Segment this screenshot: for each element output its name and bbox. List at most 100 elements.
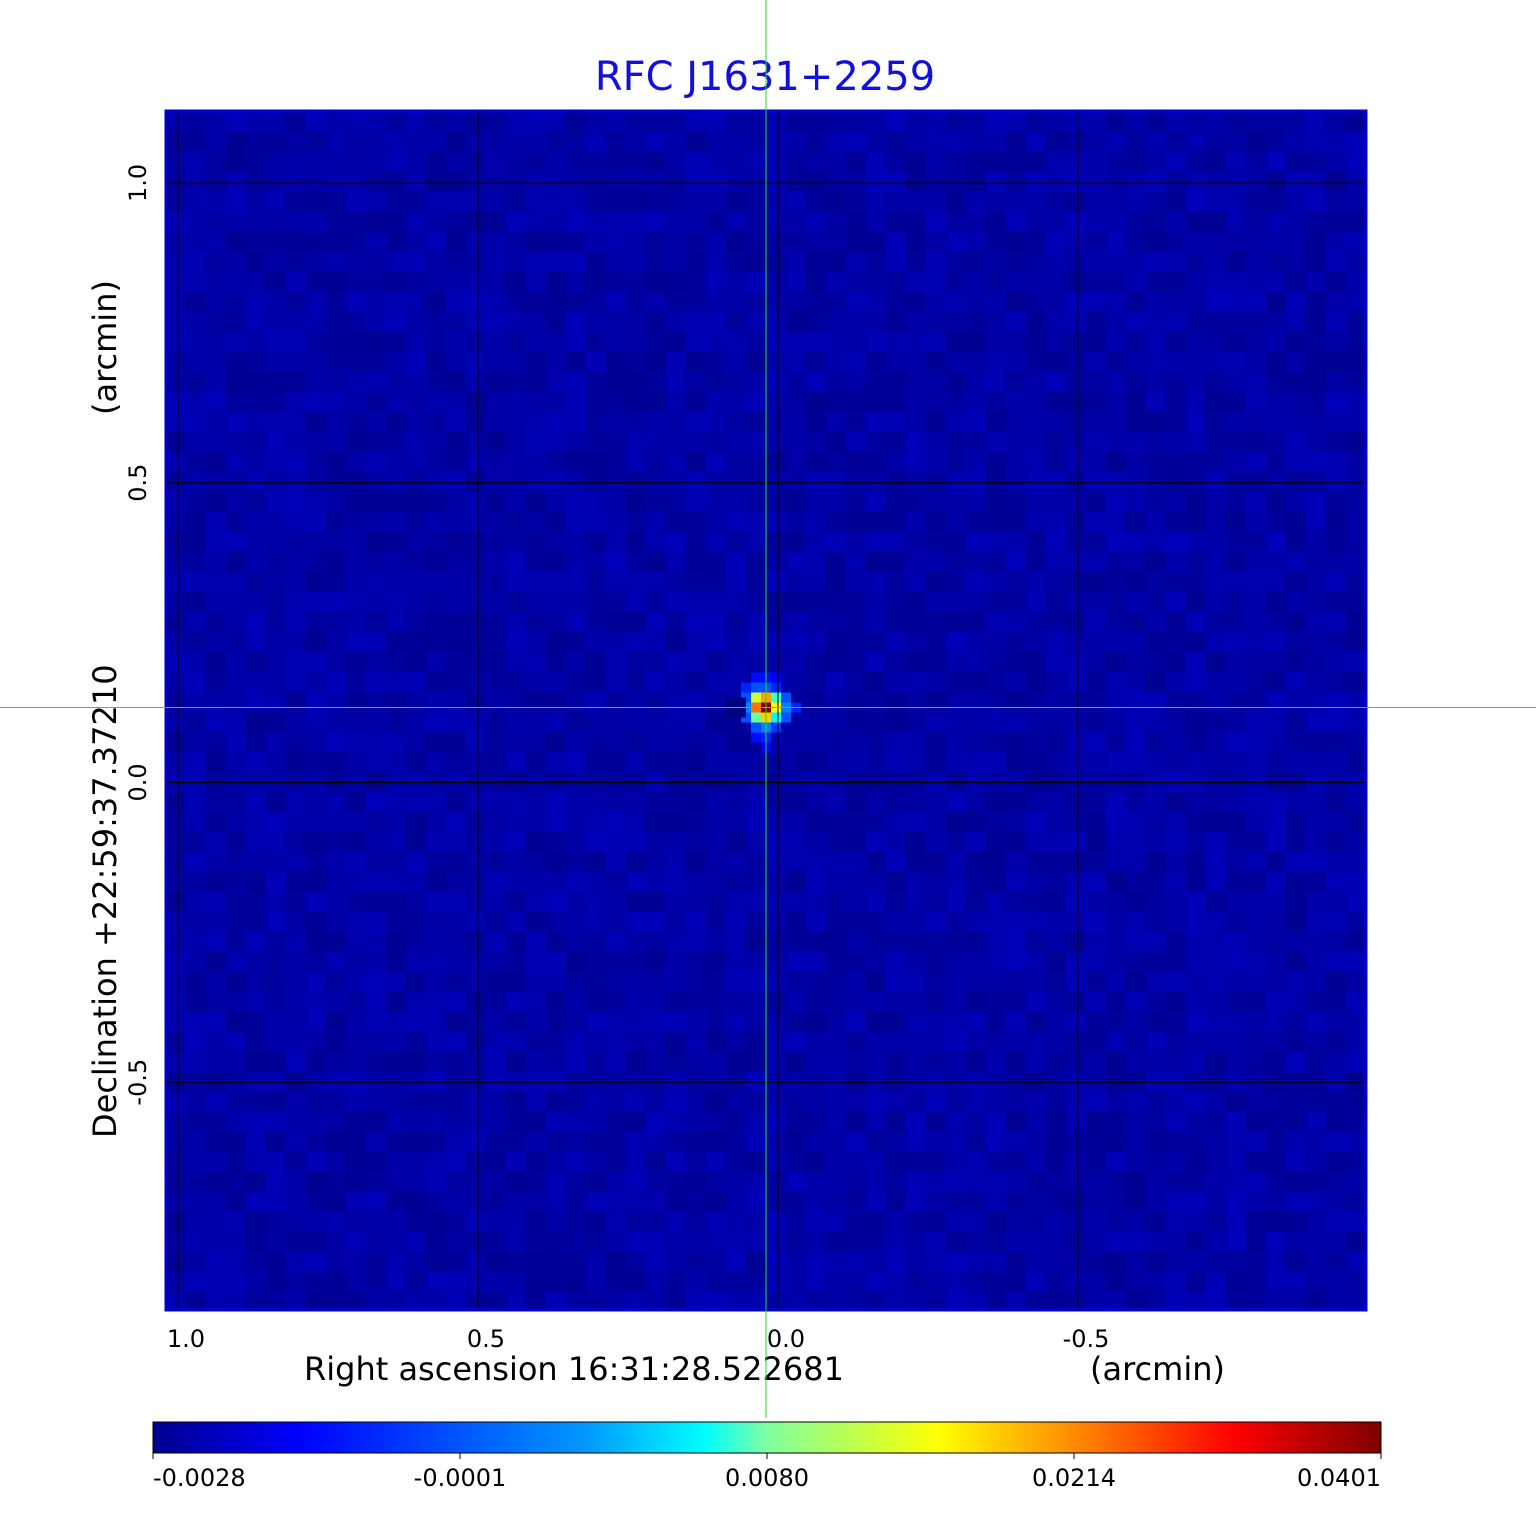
noise-cell [806, 671, 826, 691]
noise-cell [1166, 111, 1186, 131]
noise-cell [1306, 1251, 1326, 1271]
noise-cell [446, 251, 466, 271]
noise-cell [786, 451, 806, 471]
noise-cell [766, 471, 786, 491]
noise-cell [1206, 271, 1226, 291]
noise-cell [486, 311, 506, 331]
noise-cell [426, 851, 446, 871]
noise-cell [406, 951, 426, 971]
noise-cell [1046, 711, 1066, 731]
noise-cell [166, 931, 186, 951]
noise-cell [1146, 731, 1166, 751]
noise-cell [1166, 491, 1186, 511]
noise-cell [266, 531, 286, 551]
noise-cell [846, 951, 866, 971]
noise-cell [226, 451, 246, 471]
noise-cell [346, 411, 366, 431]
noise-cell [1046, 251, 1066, 271]
noise-cell [1186, 411, 1206, 431]
noise-cell [906, 911, 926, 931]
noise-cell [486, 131, 506, 151]
noise-cell [1066, 471, 1086, 491]
noise-cell [1106, 411, 1126, 431]
noise-cell [886, 531, 906, 551]
noise-cell [1146, 451, 1166, 471]
noise-cell [626, 871, 646, 891]
noise-cell [1306, 1071, 1326, 1091]
noise-cell [1166, 611, 1186, 631]
noise-cell [546, 971, 566, 991]
noise-cell [1006, 851, 1026, 871]
noise-cell [986, 391, 1006, 411]
noise-cell [1106, 1231, 1126, 1251]
noise-cell [526, 231, 546, 251]
noise-cell [826, 911, 846, 931]
noise-cell [206, 531, 226, 551]
noise-cell [1286, 751, 1306, 771]
noise-cell [526, 1091, 546, 1111]
noise-cell [1326, 591, 1346, 611]
noise-cell [386, 651, 406, 671]
noise-cell [1026, 171, 1046, 191]
noise-cell [306, 811, 326, 831]
noise-cell [1146, 1231, 1166, 1251]
noise-cell [1066, 391, 1086, 411]
noise-cell [486, 451, 506, 471]
noise-cell [486, 771, 506, 791]
noise-cell [1026, 671, 1046, 691]
noise-cell [866, 891, 886, 911]
noise-cell [1166, 431, 1186, 451]
noise-cell [826, 871, 846, 891]
noise-cell [386, 1131, 406, 1151]
noise-cell [726, 791, 746, 811]
noise-cell [786, 491, 806, 511]
noise-cell [1146, 671, 1166, 691]
noise-cell [1066, 491, 1086, 511]
noise-cell [1106, 291, 1126, 311]
noise-cell [1246, 1151, 1266, 1171]
noise-cell [1046, 571, 1066, 591]
noise-cell [546, 511, 566, 531]
noise-cell [486, 1211, 506, 1231]
noise-cell [406, 1011, 426, 1031]
noise-cell [1006, 1231, 1026, 1251]
noise-cell [786, 531, 806, 551]
noise-cell [786, 191, 806, 211]
noise-cell [786, 831, 806, 851]
noise-cell [766, 931, 786, 951]
noise-cell [1206, 1251, 1226, 1271]
noise-cell [946, 951, 966, 971]
noise-cell [226, 1151, 246, 1171]
noise-cell [406, 531, 426, 551]
noise-cell [666, 291, 686, 311]
noise-cell [906, 531, 926, 551]
noise-cell [986, 1031, 1006, 1051]
noise-cell [1326, 571, 1346, 591]
noise-cell [706, 651, 726, 671]
noise-cell [1106, 571, 1126, 591]
noise-cell [806, 451, 826, 471]
noise-cell [826, 931, 846, 951]
noise-cell [466, 1031, 486, 1051]
noise-cell [406, 231, 426, 251]
noise-cell [226, 831, 246, 851]
noise-cell [646, 831, 666, 851]
noise-cell [246, 951, 266, 971]
noise-cell [546, 551, 566, 571]
noise-cell [846, 631, 866, 651]
noise-cell [986, 151, 1006, 171]
noise-cell [526, 291, 546, 311]
noise-cell [866, 671, 886, 691]
noise-cell [346, 351, 366, 371]
noise-cell [346, 391, 366, 411]
noise-cell [666, 691, 686, 711]
noise-cell [166, 1191, 186, 1211]
noise-cell [886, 1291, 906, 1310]
noise-cell [266, 911, 286, 931]
noise-cell [1346, 271, 1366, 291]
noise-cell [686, 631, 706, 651]
noise-cell [1106, 1271, 1126, 1291]
noise-cell [1346, 291, 1366, 311]
noise-cell [526, 271, 546, 291]
noise-cell [1206, 1191, 1226, 1211]
